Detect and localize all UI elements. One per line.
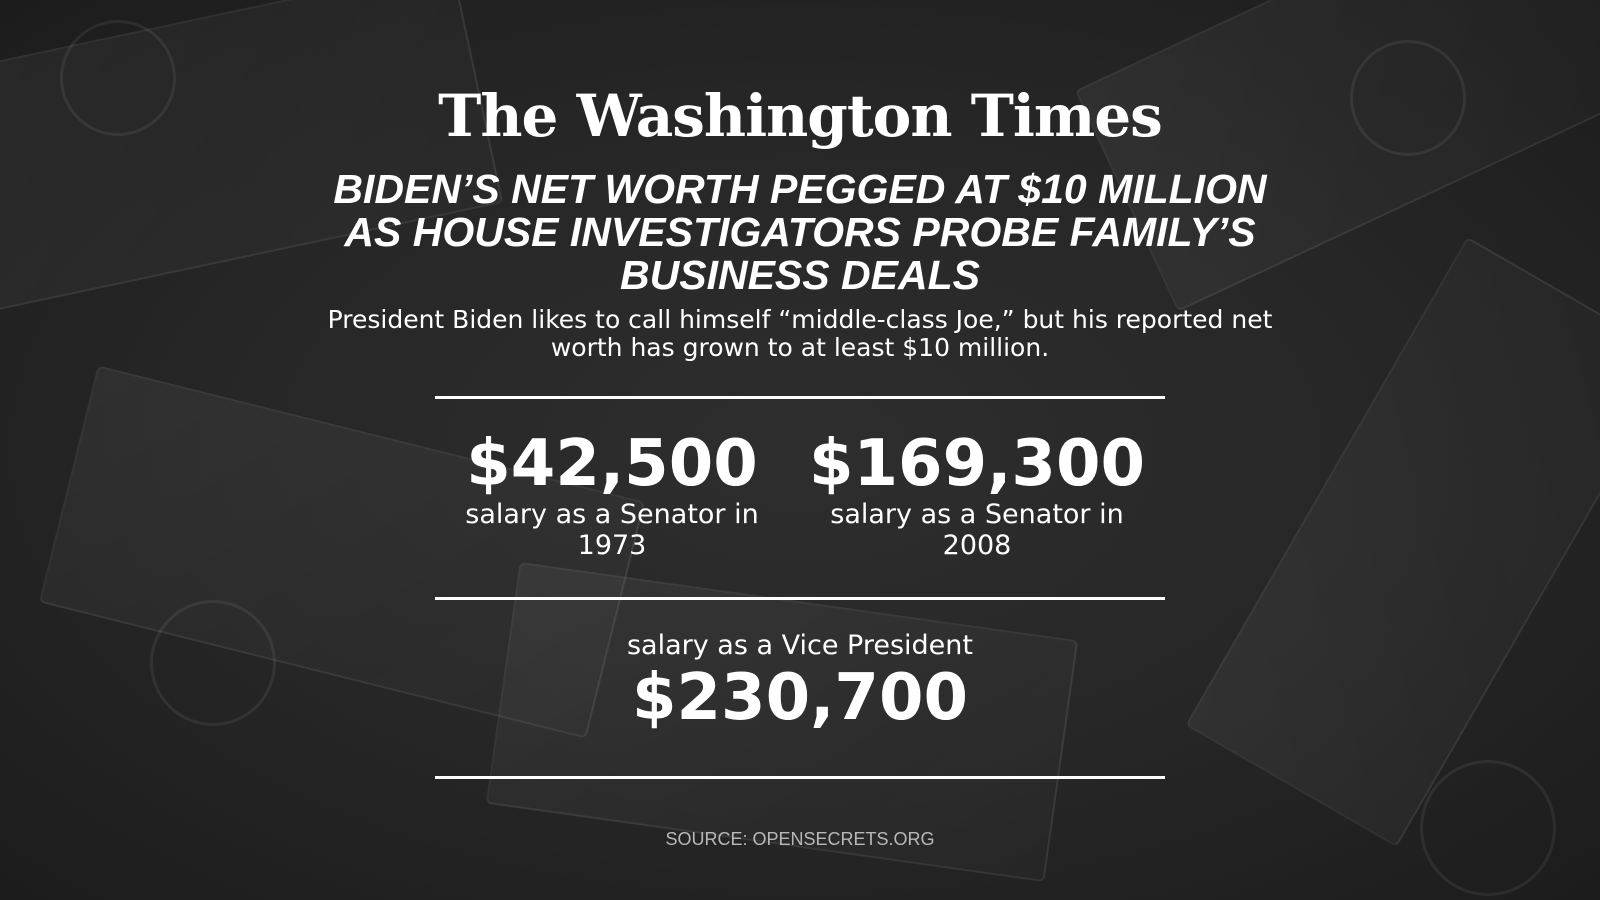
stat-value: $230,700 xyxy=(631,661,969,735)
headline: Biden’s net worth pegged at $10 million … xyxy=(0,168,1600,297)
subtitle-line: worth has grown to at least $10 million. xyxy=(550,333,1050,362)
stat-value: $169,300 xyxy=(808,427,1146,501)
stat-label: salary as a Senator in xyxy=(465,499,759,530)
headline-line: Biden’s net worth pegged at $10 million xyxy=(333,166,1267,212)
stat-value: $42,500 xyxy=(466,427,758,501)
source-note: SOURCE: OPENSECRETS.ORG xyxy=(665,829,935,849)
subtitle-line: President Biden likes to call himself “m… xyxy=(327,305,1273,334)
stat-senator-1973: $42,500 salary as a Senator in 1973 xyxy=(422,429,802,561)
stat-label: salary as a Senator in xyxy=(830,499,1124,530)
stat-label: 1973 xyxy=(577,530,647,561)
stat-label: salary as a Vice President xyxy=(626,630,973,661)
stat-label: 2008 xyxy=(942,530,1012,561)
divider xyxy=(435,396,1165,399)
logo: The Washington Times xyxy=(438,82,1163,150)
headline-line: as House investigators probe family’s xyxy=(344,209,1256,255)
stat-senator-2008: $169,300 salary as a Senator in 2008 xyxy=(787,429,1167,561)
subtitle: President Biden likes to call himself “m… xyxy=(0,306,1600,362)
headline-line: business deals xyxy=(620,252,980,298)
divider xyxy=(435,776,1165,779)
stat-vice-president: salary as a Vice President $230,700 xyxy=(610,630,990,733)
divider xyxy=(435,597,1165,600)
